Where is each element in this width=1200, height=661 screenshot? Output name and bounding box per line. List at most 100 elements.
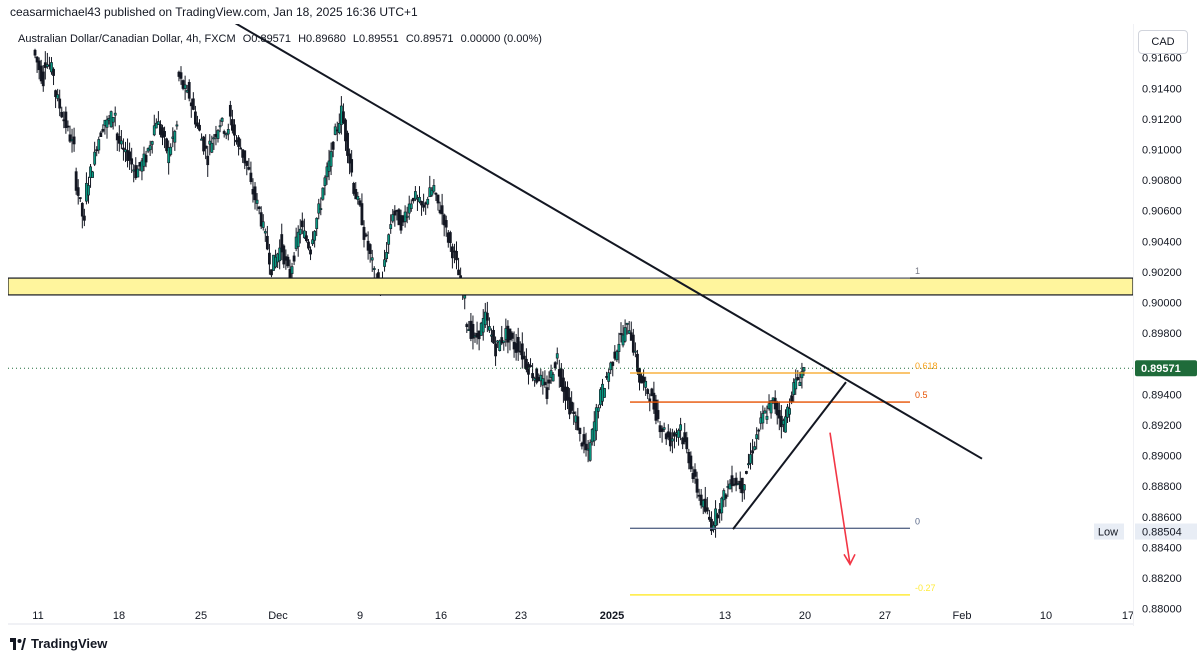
price-axis[interactable]: 0.91600 0.91400 0.91200 0.91000 0.90800 0.906… bbox=[1133, 24, 1200, 626]
candle-body bbox=[685, 437, 689, 450]
candle-body bbox=[724, 494, 728, 499]
fib-level-label: -0.27 bbox=[915, 583, 936, 593]
candle-body bbox=[113, 112, 117, 116]
candle-body bbox=[623, 327, 627, 342]
candle-body bbox=[122, 147, 125, 150]
price-tags: 0.89571 0.88504 bbox=[1135, 360, 1197, 540]
candle-body bbox=[352, 182, 356, 194]
rising-trend-line bbox=[732, 381, 847, 530]
candle-body bbox=[218, 125, 222, 128]
candle-body bbox=[607, 372, 611, 382]
candle-body bbox=[440, 205, 444, 215]
candle-body bbox=[582, 434, 586, 445]
x-tick-label: Dec bbox=[268, 610, 288, 622]
candle-body bbox=[72, 136, 76, 145]
candle-body bbox=[790, 395, 794, 402]
projection-arrow-head bbox=[843, 553, 856, 566]
drawing-layer: 1 0.618 0.5 0 -0.27 Low bbox=[8, 24, 1133, 596]
candle-body bbox=[796, 377, 800, 380]
y-tick-label: 0.88600 bbox=[1142, 512, 1182, 524]
candle-body bbox=[300, 220, 304, 228]
y-tick-label: 0.91000 bbox=[1142, 145, 1182, 157]
price-chart[interactable]: 1 0.618 0.5 0 -0.27 Low 11 18 25 Dec 9 16 23 2025 13 2… bbox=[8, 24, 1133, 626]
downtrend-line bbox=[234, 24, 983, 460]
candle-body bbox=[187, 82, 191, 99]
candle-body bbox=[728, 483, 732, 490]
candle-body bbox=[64, 111, 68, 128]
candle-body bbox=[494, 343, 497, 357]
candle-body bbox=[527, 363, 530, 375]
candle-body bbox=[594, 407, 598, 432]
low-label: Low bbox=[1098, 527, 1118, 539]
y-tick-label: 0.90800 bbox=[1142, 175, 1182, 187]
candle-body bbox=[165, 138, 169, 152]
y-tick-label: 0.90400 bbox=[1142, 236, 1182, 248]
candle-body bbox=[196, 122, 199, 127]
candle-body bbox=[459, 275, 463, 278]
candle-body bbox=[545, 387, 549, 399]
candle-body bbox=[794, 378, 798, 390]
tradingview-footer[interactable]: TradingView bbox=[10, 636, 107, 651]
candle-body bbox=[356, 195, 360, 200]
candle-body bbox=[584, 443, 588, 451]
candle-body bbox=[763, 410, 767, 414]
candle-body bbox=[745, 471, 748, 474]
legend-close: C0.89571 bbox=[405, 33, 454, 45]
candle-body bbox=[329, 151, 333, 167]
candle-body bbox=[422, 204, 426, 208]
candle-body bbox=[549, 370, 553, 378]
candle-body bbox=[627, 330, 631, 334]
candle-body bbox=[670, 438, 674, 442]
candle-body bbox=[128, 151, 132, 161]
fib-level-label: 0.618 bbox=[915, 361, 938, 371]
low-price-text: 0.88504 bbox=[1142, 527, 1182, 539]
candle-body bbox=[631, 334, 635, 353]
candle-body bbox=[693, 469, 697, 477]
candle-body bbox=[617, 343, 621, 352]
candle-body bbox=[413, 191, 417, 200]
candle-body bbox=[761, 413, 765, 424]
candle-body bbox=[488, 326, 491, 331]
x-tick-label: 17 bbox=[1122, 610, 1133, 622]
candle-body bbox=[101, 128, 105, 132]
candle-body bbox=[152, 125, 156, 136]
candle-body bbox=[263, 231, 267, 234]
candle-body bbox=[33, 49, 37, 56]
legend-open: O0.89571 bbox=[242, 33, 292, 45]
candle-body bbox=[465, 324, 469, 328]
candle-body bbox=[243, 150, 247, 164]
x-tick-label: 11 bbox=[32, 610, 43, 622]
candle-body bbox=[426, 198, 430, 205]
candle-body bbox=[169, 146, 173, 155]
candle-body bbox=[154, 122, 158, 129]
candle-body bbox=[342, 111, 345, 124]
candle-body bbox=[502, 340, 506, 343]
candle-body bbox=[354, 189, 358, 200]
candle-body bbox=[520, 343, 524, 360]
candle-body bbox=[498, 340, 502, 352]
time-axis[interactable]: 11 18 25 Dec 9 16 23 2025 13 20 27 Feb 10 17 bbox=[32, 610, 1133, 622]
candle-body bbox=[418, 196, 421, 203]
candle-body bbox=[683, 432, 687, 443]
candle-body bbox=[292, 255, 296, 262]
x-tick-label: 2025 bbox=[600, 610, 624, 622]
candle-body bbox=[436, 194, 440, 204]
candle-body bbox=[224, 133, 228, 136]
candle-body bbox=[179, 72, 183, 79]
candle-body bbox=[765, 415, 769, 420]
candle-body bbox=[175, 124, 179, 127]
candle-body bbox=[220, 117, 224, 122]
candle-body bbox=[485, 312, 489, 321]
y-tick-label: 0.89800 bbox=[1142, 328, 1182, 340]
projection-arrow bbox=[829, 432, 851, 565]
candle-body bbox=[588, 442, 592, 461]
candle-body bbox=[615, 351, 619, 361]
x-tick-label: 23 bbox=[515, 610, 527, 622]
currency-button[interactable]: CAD bbox=[1138, 30, 1188, 54]
candle-body bbox=[331, 141, 335, 150]
candle-body bbox=[430, 189, 434, 196]
y-tick-label: 0.91400 bbox=[1142, 83, 1182, 95]
candle-body bbox=[619, 333, 623, 335]
candle-body bbox=[191, 98, 195, 110]
candle-body bbox=[119, 140, 123, 145]
